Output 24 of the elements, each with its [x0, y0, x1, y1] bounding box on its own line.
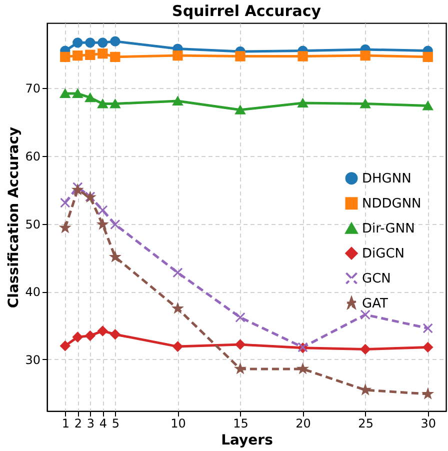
y-tick-label: 40 — [25, 285, 40, 300]
y-tick-label: 30 — [25, 352, 40, 367]
y-axis-title: Classification Accuracy — [6, 126, 22, 308]
x-tick-label: 20 — [296, 416, 311, 430]
legend-label: DHGNN — [362, 171, 412, 186]
x-tick-label: 3 — [86, 416, 94, 430]
x-tick-label: 4 — [99, 416, 107, 430]
legend-label: DiGCN — [362, 246, 404, 262]
x-tick-label: 5 — [112, 416, 120, 430]
legend-label: GCN — [362, 271, 391, 286]
y-tick-label: 60 — [25, 149, 40, 164]
x-tick-label: 1 — [62, 416, 70, 430]
chart-title: Squirrel Accuracy — [172, 2, 322, 20]
y-tick-label: 50 — [25, 217, 40, 232]
y-tick-label: 70 — [25, 82, 40, 96]
x-tick-label: 2 — [74, 416, 82, 430]
x-tick-label: 10 — [170, 416, 186, 430]
x-tick-label: 30 — [420, 416, 436, 430]
x-axis-title: Layers — [221, 432, 273, 448]
x-tick-label: 15 — [233, 416, 248, 430]
legend-label: NDDGNN — [362, 196, 422, 212]
x-tick-label: 25 — [358, 416, 374, 430]
legend-label: GAT — [362, 296, 388, 312]
legend-label: Dir-GNN — [362, 221, 415, 236]
